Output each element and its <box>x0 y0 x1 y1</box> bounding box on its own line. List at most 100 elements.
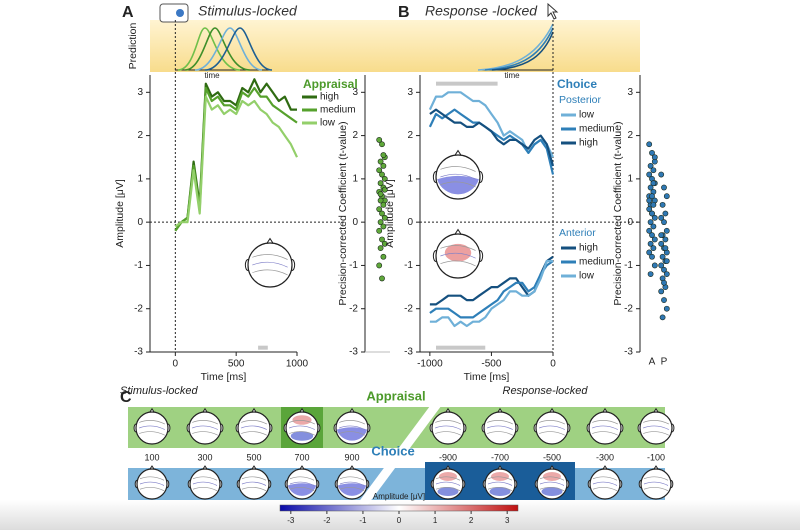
region <box>437 175 479 195</box>
y-tick-label: -3 <box>624 347 633 358</box>
section-title: Response-locked <box>503 385 589 397</box>
dot <box>380 152 387 158</box>
nose <box>454 149 462 156</box>
contour <box>435 487 461 492</box>
head-map <box>134 465 170 500</box>
contour <box>440 181 476 188</box>
dot <box>663 258 670 265</box>
dot <box>650 180 657 187</box>
dot <box>381 240 388 247</box>
contour <box>339 431 365 436</box>
y-tick-label: 0 <box>627 217 633 228</box>
y-tick-label: -3 <box>134 347 143 358</box>
contour <box>643 487 669 492</box>
contour <box>440 245 476 251</box>
colorbar-tick-label: 0 <box>397 516 402 525</box>
contour <box>339 425 365 430</box>
dot <box>646 227 653 234</box>
y-tick-label: -1 <box>404 260 413 271</box>
y-tick-label: 3 <box>627 87 633 98</box>
divider <box>358 397 444 508</box>
head-map <box>432 228 484 279</box>
dot <box>380 162 387 169</box>
legend-label: low <box>320 118 336 129</box>
y-tick-label: -1 <box>624 260 633 271</box>
nose <box>266 237 274 244</box>
head-map <box>482 465 518 500</box>
colorbar-tick-label: 2 <box>469 516 474 525</box>
y-tick-label: 0 <box>407 217 413 228</box>
y-tick-label: -1 <box>349 260 358 271</box>
contour <box>643 425 669 430</box>
contour <box>592 431 618 436</box>
dot <box>377 180 384 187</box>
region <box>491 472 509 481</box>
row-label: Choice <box>371 443 414 458</box>
dot <box>376 206 383 213</box>
icon <box>159 3 189 23</box>
dot <box>663 193 670 200</box>
dot <box>377 191 384 197</box>
scalp <box>247 242 293 288</box>
contour <box>339 487 365 492</box>
series-line <box>429 260 554 319</box>
contour <box>435 431 461 436</box>
head-map <box>637 407 675 445</box>
head-map <box>432 149 484 200</box>
dot <box>658 262 665 269</box>
contour <box>592 481 618 486</box>
dot <box>647 240 654 247</box>
dot <box>649 232 655 239</box>
dot <box>381 175 388 182</box>
head-map <box>334 465 370 500</box>
dot <box>661 184 667 191</box>
head-map <box>187 465 223 500</box>
contour <box>487 476 513 481</box>
y-axis-label: Amplitude [μV] <box>384 179 396 248</box>
scalp <box>189 468 221 500</box>
contour <box>592 425 618 430</box>
scalp <box>483 411 517 445</box>
dot <box>376 262 383 269</box>
scalp <box>589 468 621 500</box>
icon <box>176 9 184 17</box>
scalp <box>639 411 673 445</box>
dot <box>381 214 388 221</box>
legend-title: Appraisal <box>303 77 358 91</box>
contour <box>592 487 618 492</box>
contour <box>440 173 476 180</box>
contour <box>539 476 565 481</box>
contour <box>241 431 267 436</box>
dot <box>651 214 658 221</box>
chart-title: Stimulus-locked <box>198 3 298 19</box>
contour <box>241 420 267 425</box>
y-tick-label: 1 <box>352 174 358 185</box>
contour <box>487 481 513 486</box>
y-tick-label: 0 <box>137 217 143 228</box>
dot <box>649 150 655 156</box>
dot <box>379 275 385 282</box>
dot <box>376 137 383 143</box>
row-label: Appraisal <box>366 388 425 403</box>
dot <box>379 171 385 178</box>
dot <box>661 266 667 273</box>
contour <box>440 260 476 267</box>
footer-shade <box>0 500 800 530</box>
contour <box>289 476 315 481</box>
dot <box>377 158 384 165</box>
time-label: 900 <box>344 452 359 462</box>
legend-group: Anterior <box>559 227 596 239</box>
colorbar <box>279 504 519 512</box>
dot <box>380 201 387 208</box>
dot <box>377 219 384 226</box>
y-tick-label: 0 <box>352 217 358 228</box>
dot <box>376 167 383 174</box>
cursor <box>547 2 559 20</box>
head-map <box>236 465 272 500</box>
dot <box>380 253 387 260</box>
contour <box>539 487 565 492</box>
dot <box>659 253 666 260</box>
contour <box>435 476 461 481</box>
contour <box>289 420 315 425</box>
time-label: 300 <box>197 452 212 462</box>
